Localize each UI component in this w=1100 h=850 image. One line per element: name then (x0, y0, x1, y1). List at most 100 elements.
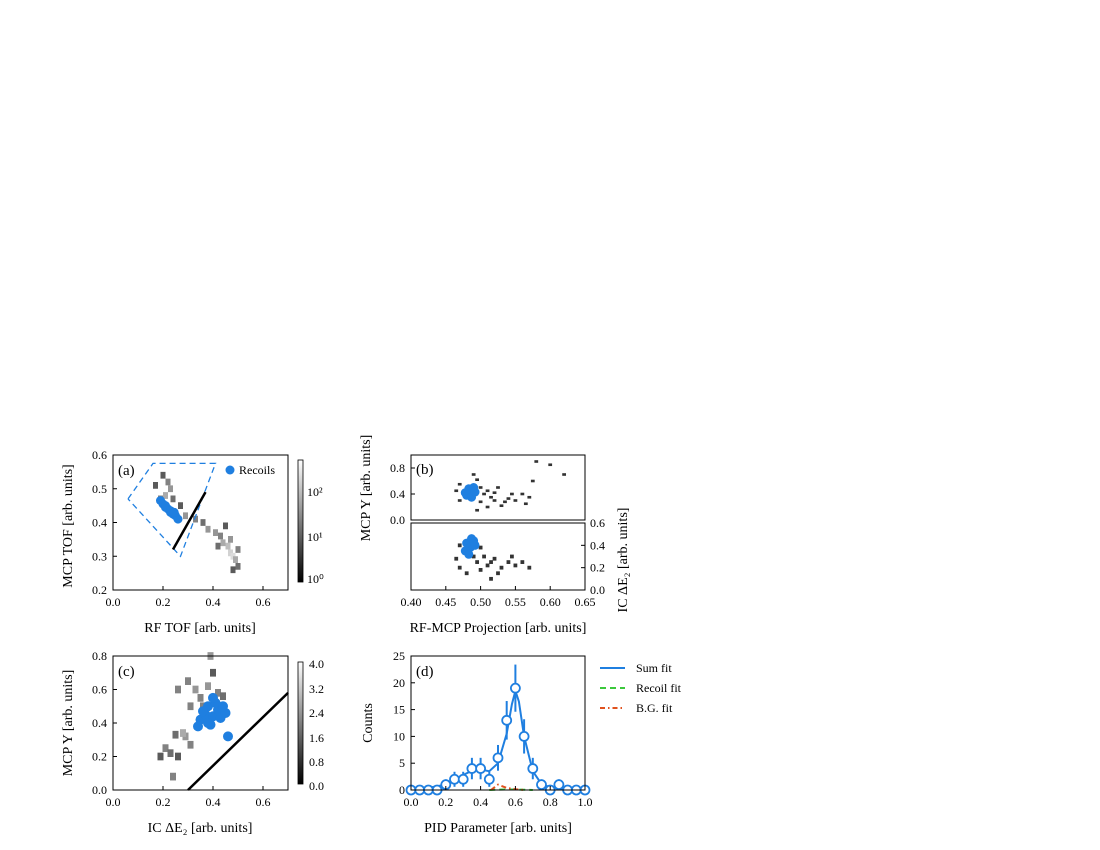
recoil-point (470, 540, 480, 550)
heatmap-cell (478, 545, 483, 550)
heatmap-cell (492, 556, 497, 561)
panel-d-ytick-label: 0 (399, 783, 405, 797)
panel-a-cbar-tick: 10⁰ (307, 572, 324, 586)
panel-c-xtick-label: 0.4 (206, 795, 221, 809)
panel-b-ylabel-bottom: IC ΔE₂ [arb. units] (616, 508, 631, 613)
fit-line-solid (410, 687, 586, 791)
heatmap-cell (523, 502, 528, 506)
panel-d-ytick-label: 5 (399, 756, 405, 770)
panel-a-legend-marker (225, 465, 235, 475)
panel-d: 0.0 0.2 0.4 0.6 0.8 1.0 0 5 10 15 20 25 (d) PID Par… (361, 649, 682, 836)
panel-c-ytick-label: 0.0 (92, 783, 107, 797)
panel-b-xlabel: RF-MCP Projection [arb. units] (410, 621, 587, 636)
heatmap-cell (180, 729, 186, 737)
heatmap-cell (197, 694, 204, 702)
panel-a-ytick-label: 0.3 (92, 549, 107, 563)
heatmap-cell (454, 489, 459, 493)
panel-c-ytick-label: 0.4 (92, 716, 107, 730)
heatmap-cell (457, 482, 462, 486)
histogram-point (492, 752, 504, 764)
heatmap-cell (548, 463, 553, 467)
panel-c-xlabel: IC ΔE₂ [arb. units] (148, 821, 253, 836)
panel-b-ticks: 0.40 0.45 0.50 0.55 0.60 0.650.00.40.80.00.20… (390, 461, 605, 609)
panel-a-ylabel: MCP TOF [arb. units] (61, 464, 76, 587)
heatmap-cell (510, 492, 514, 496)
histogram-point (518, 731, 530, 742)
heatmap-cell (478, 500, 483, 504)
panel-a-xtick-label: 0.4 (206, 595, 221, 609)
heatmap-cell (235, 546, 241, 553)
heatmap-cell (210, 668, 216, 677)
heatmap-cell (175, 685, 181, 694)
recoil-point (464, 549, 474, 559)
heatmap-cell (520, 492, 525, 496)
heatmap-cell (205, 682, 211, 690)
heatmap-cell (475, 478, 480, 482)
panel-a-legend-label: Recoils (239, 463, 275, 477)
heatmap-cell (489, 560, 493, 564)
heatmap-cell (520, 560, 525, 564)
heatmap-cell (513, 499, 518, 502)
heatmap-cell (457, 543, 462, 548)
histogram-point (501, 714, 513, 726)
panel-d-ytick-label: 20 (393, 676, 405, 690)
heatmap-cell (183, 512, 188, 520)
heatmap-cell (168, 485, 173, 493)
panel-d-ylabel: Counts (361, 703, 376, 743)
heatmap-cell (223, 522, 228, 530)
recoil-point (467, 534, 477, 544)
heatmap-cell (530, 479, 535, 483)
heatmap-cell (215, 542, 221, 550)
panel-b-top-ytick-label: 0.8 (390, 461, 405, 475)
histogram-point (527, 763, 539, 774)
panel-a-ytick-label: 0.5 (92, 482, 107, 496)
recoil-point (193, 721, 203, 732)
panel-d-ticks: 0.0 0.2 0.4 0.6 0.8 1.0 0 5 10 15 20 25 (393, 649, 593, 809)
panel-b-xtick-label: 0.60 (540, 595, 561, 609)
heatmap-cell (153, 482, 158, 489)
heatmap-cell (489, 495, 493, 499)
heatmap-cell (220, 539, 226, 547)
heatmap-cell (482, 554, 486, 559)
heatmap-cell (457, 565, 462, 570)
histogram-point (466, 763, 478, 774)
heatmap-cell (167, 749, 174, 757)
histogram-point (483, 773, 495, 785)
panel-a-cut-line (171, 491, 207, 551)
heatmap-cell (170, 772, 176, 781)
heatmap-cell (485, 563, 490, 568)
panel-b-bottom-ytick-label: 0.4 (590, 538, 605, 552)
panel-c-ticks: 0.0 0.2 0.4 0.6 0.0 0.2 0.4 0.6 0.8 (92, 649, 271, 809)
heatmap-cell (510, 554, 514, 559)
panel-a-label: (a) (118, 463, 135, 479)
recoil-point (223, 731, 233, 742)
heatmap-cell (215, 689, 221, 697)
legend-sum-fit-label: Sum fit (636, 661, 672, 675)
panel-b-top-ytick-label: 0.4 (390, 487, 405, 501)
recoil-point (218, 701, 228, 712)
panel-b-top-ytick-label: 0.0 (390, 513, 405, 527)
panel-a-ytick-label: 0.6 (92, 448, 107, 462)
heatmap-cell (457, 499, 462, 502)
panel-a-cbar-tick: 10² (307, 485, 323, 499)
panel-d-xlabel: PID Parameter [arb. units] (424, 821, 572, 836)
heatmap-cell (157, 752, 164, 761)
heatmap-cell (485, 505, 490, 509)
heatmap-cell (193, 515, 198, 523)
panel-d-histogram (405, 664, 591, 796)
panel-a-xtick-label: 0.0 (106, 595, 121, 609)
panel-d-xtick-label: 0.8 (543, 795, 558, 809)
panel-d-frame (410, 655, 586, 791)
heatmap-cell (506, 560, 511, 564)
heatmap-cell (162, 744, 169, 752)
panel-c-cbar-tick: 0.8 (309, 755, 324, 769)
heatmap-cell (496, 571, 500, 576)
panel-b-top-heatmap (454, 460, 567, 512)
heatmap-cell (225, 542, 231, 550)
panel-c-colorbar (297, 661, 304, 785)
heatmap-cell (513, 563, 518, 568)
heatmap-cell (233, 556, 238, 563)
recoil-point (198, 706, 208, 717)
panel-a-ticks: 0.0 0.2 0.4 0.60.20.30.40.50.6 (92, 448, 271, 609)
